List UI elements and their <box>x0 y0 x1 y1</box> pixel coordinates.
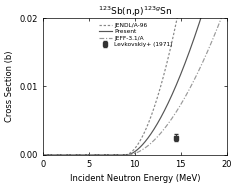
Present <box>120 154 123 156</box>
Y-axis label: Cross Section (b): Cross Section (b) <box>5 51 14 122</box>
Present <box>41 154 44 156</box>
Present <box>202 9 205 11</box>
Line: Present: Present <box>43 0 227 155</box>
JEFF-3.1/A <box>202 60 205 62</box>
JEFF-3.1/A <box>112 154 115 156</box>
JENDL/A-96 <box>41 154 44 156</box>
JENDL/A-96 <box>120 154 123 156</box>
JEFF-3.1/A <box>62 154 65 156</box>
JEFF-3.1/A <box>73 154 76 156</box>
Present <box>112 154 115 156</box>
Line: JENDL/A-96: JENDL/A-96 <box>43 0 227 155</box>
JENDL/A-96 <box>62 154 65 156</box>
Line: JEFF-3.1/A: JEFF-3.1/A <box>43 3 227 155</box>
Legend: JENDL/A-96, Present, JEFF-3.1/A, Levkovskiy+ (1971): JENDL/A-96, Present, JEFF-3.1/A, Levkovs… <box>97 21 174 49</box>
JEFF-3.1/A <box>41 154 44 156</box>
Present <box>73 154 76 156</box>
JEFF-3.1/A <box>222 12 225 14</box>
Title: $^{123}$Sb(n,p)$^{123g}$Sn: $^{123}$Sb(n,p)$^{123g}$Sn <box>98 5 172 19</box>
JEFF-3.1/A <box>120 154 123 156</box>
JEFF-3.1/A <box>225 2 228 5</box>
JENDL/A-96 <box>112 154 115 156</box>
X-axis label: Incident Neutron Energy (MeV): Incident Neutron Energy (MeV) <box>69 174 200 183</box>
Present <box>62 154 65 156</box>
JENDL/A-96 <box>73 154 76 156</box>
